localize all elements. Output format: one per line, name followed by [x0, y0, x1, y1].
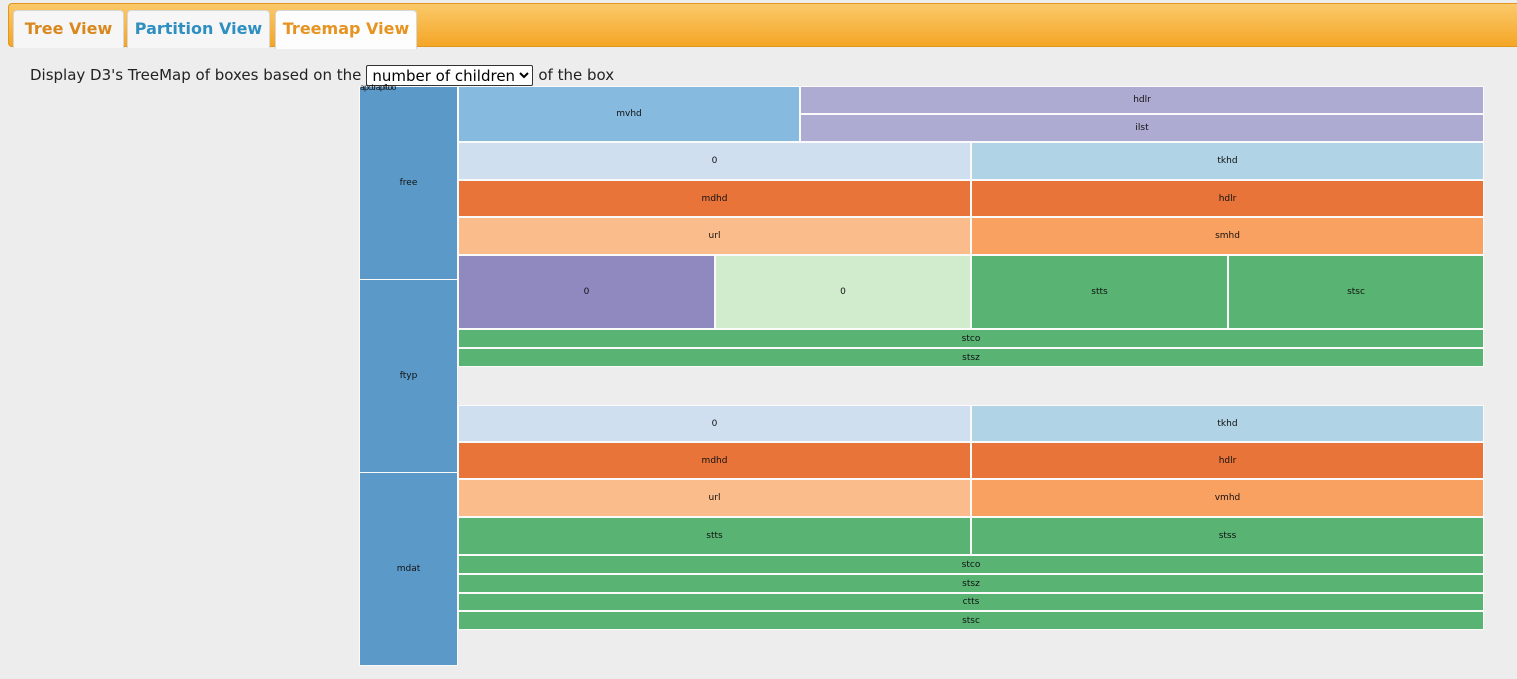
treemap-box-smhd[interactable]: smhd	[971, 217, 1484, 255]
treemap-box-mdhd[interactable]: mdhd	[458, 180, 971, 217]
treemap-box-mvhd[interactable]: mvhd	[458, 86, 800, 142]
description-prefix: Display D3's TreeMap of boxes based on t…	[30, 66, 362, 84]
treemap-box-0[interactable]: 0	[715, 255, 971, 329]
size-metric-select[interactable]: number of children	[366, 64, 534, 86]
treemap-box-vmhd[interactable]: vmhd	[971, 479, 1484, 517]
treemap-box-mdhd[interactable]: mdhd	[458, 442, 971, 479]
treemap-box-ilst[interactable]: ilst	[800, 114, 1484, 142]
treemap-box-tkhd[interactable]: tkhd	[971, 142, 1484, 180]
treemap-box-0[interactable]: 0	[458, 405, 971, 442]
treemap-box-stsz[interactable]: stsz	[458, 348, 1484, 367]
treemap-box-stco[interactable]: stco	[458, 555, 1484, 574]
treemap-box-stco[interactable]: stco	[458, 329, 1484, 348]
treemap-box-ctts[interactable]: ctts	[458, 593, 1484, 611]
treemap-box-url[interactable]: url	[458, 479, 971, 517]
view-tabs: Tree View Partition View Treemap View	[8, 3, 1517, 49]
treemap-box-hdlr[interactable]: hdlr	[971, 180, 1484, 217]
treemap-description: Display D3's TreeMap of boxes based on t…	[30, 64, 614, 86]
treemap-box-hdlr[interactable]: hdlr	[971, 442, 1484, 479]
treemap-box-stts[interactable]: stts	[971, 255, 1228, 329]
description-suffix: of the box	[538, 66, 615, 84]
treemap-box-0[interactable]: 0	[458, 142, 971, 180]
tab-tree-view[interactable]: Tree View	[13, 10, 124, 48]
treemap-box-stsc[interactable]: stsc	[458, 611, 1484, 630]
overlapping-root-labels: apctrapftoo	[360, 83, 396, 92]
treemap-box-stsc[interactable]: stsc	[1228, 255, 1484, 329]
treemap-box-stss[interactable]: stss	[971, 517, 1484, 555]
treemap-box-stts[interactable]: stts	[458, 517, 971, 555]
treemap-box-url[interactable]: url	[458, 217, 971, 255]
treemap-box-ftyp[interactable]: ftyp	[359, 279, 458, 473]
treemap-box-tkhd[interactable]: tkhd	[971, 405, 1484, 442]
tab-partition-view[interactable]: Partition View	[127, 10, 270, 48]
tab-treemap-view[interactable]: Treemap View	[275, 10, 417, 49]
treemap-box-mdat[interactable]: mdat	[359, 472, 458, 666]
treemap-box-free[interactable]: free	[359, 86, 458, 280]
treemap-box-hdlr[interactable]: hdlr	[800, 86, 1484, 114]
treemap-box-stsz[interactable]: stsz	[458, 574, 1484, 593]
treemap-box-0[interactable]: 0	[458, 255, 715, 329]
